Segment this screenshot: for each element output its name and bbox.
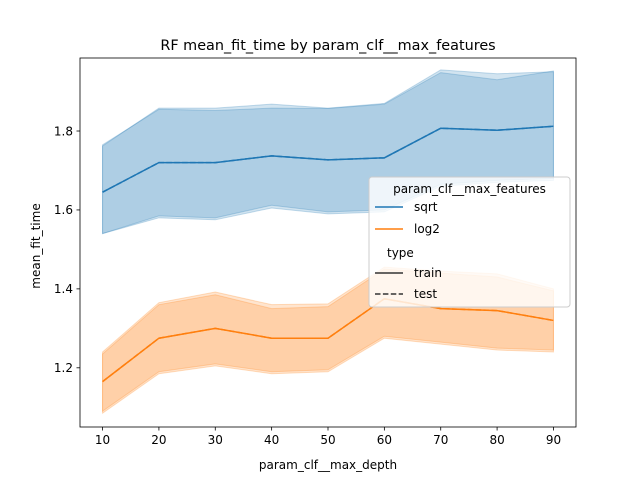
legend-label-test: test (414, 287, 437, 301)
series-line-log2-test (102, 297, 554, 383)
x-tick-label: 30 (208, 433, 223, 447)
x-tick-label: 10 (95, 433, 110, 447)
x-axis-ticks: 10 20 30 40 50 60 70 80 90 (95, 427, 561, 447)
y-axis-ticks: 1.2 1.4 1.6 1.8 (54, 124, 80, 375)
x-tick-label: 80 (489, 433, 504, 447)
series-lines (102, 125, 554, 383)
x-tick-label: 40 (264, 433, 279, 447)
x-axis-label: param_clf__max_depth (259, 458, 397, 472)
legend-label-train: train (414, 266, 442, 280)
y-tick-label: 1.6 (54, 203, 73, 217)
x-tick-label: 50 (320, 433, 335, 447)
series-line-sqrt-test (102, 125, 554, 193)
x-tick-label: 60 (377, 433, 392, 447)
legend-style-title: type (387, 246, 414, 260)
legend-label-log2: log2 (414, 222, 440, 236)
x-tick-label: 20 (151, 433, 166, 447)
chart-title: RF mean_fit_time by param_clf__max_featu… (160, 38, 495, 54)
legend-box (368, 176, 571, 308)
legend-title: param_clf__max_features (393, 182, 546, 196)
y-tick-label: 1.2 (54, 361, 73, 375)
x-tick-label: 90 (546, 433, 561, 447)
y-tick-label: 1.4 (54, 282, 73, 296)
legend-label-sqrt: sqrt (414, 200, 438, 214)
y-axis-label: mean_fit_time (29, 203, 43, 288)
y-tick-label: 1.8 (54, 124, 73, 138)
x-tick-label: 70 (433, 433, 448, 447)
